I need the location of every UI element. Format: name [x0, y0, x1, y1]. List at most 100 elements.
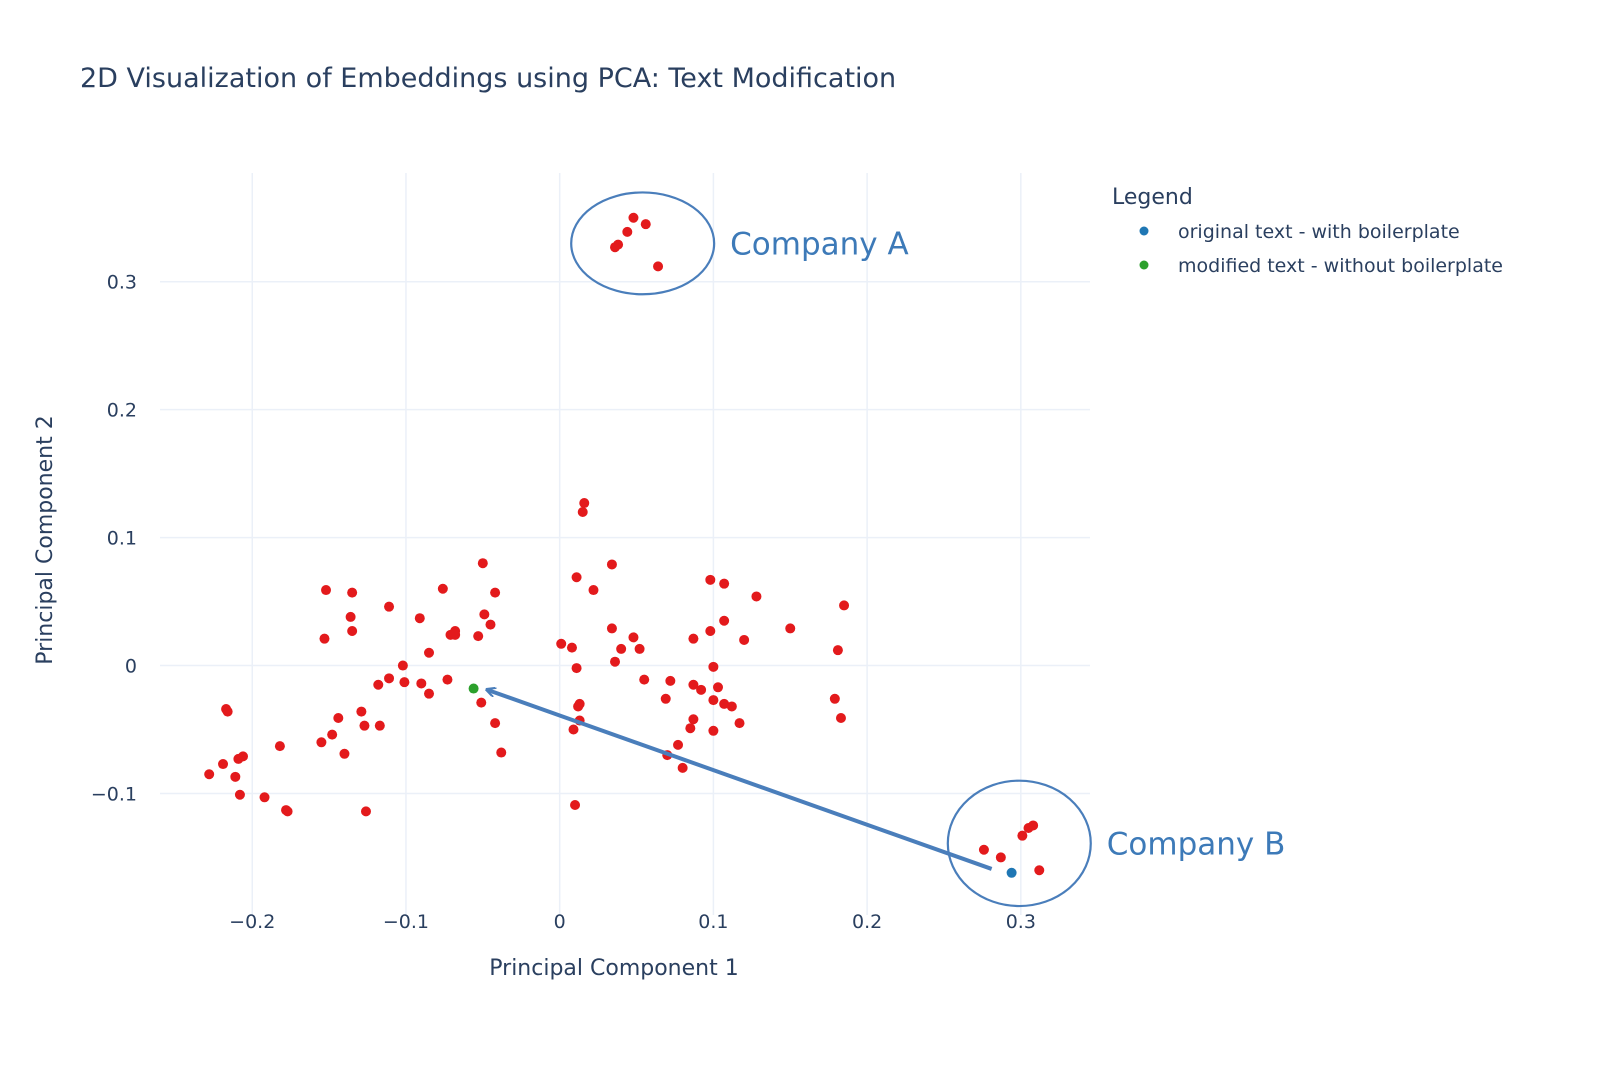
- data-point[interactable]: [399, 677, 410, 688]
- data-point[interactable]: [437, 583, 448, 594]
- data-point[interactable]: [359, 720, 370, 731]
- data-point[interactable]: [1034, 865, 1045, 876]
- data-point[interactable]: [713, 682, 723, 693]
- data-point[interactable]: [424, 688, 435, 699]
- data-point[interactable]: [639, 674, 650, 685]
- data-point[interactable]: [319, 633, 330, 644]
- data-point[interactable]: [476, 697, 487, 708]
- data-point[interactable]: [490, 718, 501, 729]
- data-point[interactable]: [414, 613, 425, 624]
- data-point[interactable]: [490, 587, 501, 598]
- data-point[interactable]: [321, 585, 332, 596]
- data-point[interactable]: [397, 660, 408, 671]
- data-point[interactable]: [424, 647, 435, 658]
- data-point[interactable]: [566, 642, 577, 653]
- data-point[interactable]: [995, 852, 1006, 863]
- data-point[interactable]: [477, 558, 488, 569]
- data-point[interactable]: [622, 226, 633, 237]
- data-point[interactable]: [1023, 823, 1034, 834]
- data-point[interactable]: [327, 729, 338, 740]
- data-point-original[interactable]: [1006, 867, 1017, 878]
- data-point[interactable]: [316, 737, 327, 748]
- data-point[interactable]: [282, 806, 293, 817]
- data-point[interactable]: [374, 720, 385, 731]
- data-point[interactable]: [839, 600, 850, 611]
- data-point[interactable]: [485, 619, 496, 630]
- data-point[interactable]: [339, 748, 350, 759]
- data-point[interactable]: [1017, 830, 1028, 841]
- data-point[interactable]: [673, 739, 684, 750]
- data-point[interactable]: [588, 585, 599, 596]
- data-point[interactable]: [665, 675, 676, 686]
- data-point[interactable]: [204, 769, 215, 780]
- data-point[interactable]: [234, 789, 245, 800]
- data-point[interactable]: [230, 771, 241, 782]
- data-point[interactable]: [708, 695, 719, 706]
- data-point[interactable]: [719, 578, 730, 589]
- data-point[interactable]: [688, 714, 699, 725]
- data-point[interactable]: [450, 629, 461, 640]
- data-point[interactable]: [696, 684, 707, 695]
- data-point[interactable]: [479, 609, 490, 620]
- data-point[interactable]: [606, 623, 617, 634]
- data-point[interactable]: [259, 792, 270, 803]
- data-point[interactable]: [222, 706, 233, 717]
- legend-marker-modified[interactable]: [1139, 260, 1149, 270]
- data-point[interactable]: [719, 615, 730, 626]
- data-point[interactable]: [347, 625, 358, 636]
- data-point[interactable]: [416, 678, 427, 689]
- data-point[interactable]: [360, 806, 371, 817]
- data-point[interactable]: [496, 747, 507, 758]
- data-point[interactable]: [978, 844, 989, 855]
- data-point[interactable]: [705, 625, 716, 636]
- data-point[interactable]: [829, 693, 840, 704]
- data-point[interactable]: [751, 591, 762, 602]
- data-point[interactable]: [577, 507, 588, 518]
- data-point[interactable]: [685, 723, 696, 734]
- data-point[interactable]: [345, 611, 356, 622]
- data-point[interactable]: [628, 632, 639, 643]
- data-point[interactable]: [473, 631, 484, 642]
- data-point[interactable]: [785, 623, 796, 634]
- data-point[interactable]: [333, 712, 344, 723]
- data-point[interactable]: [568, 724, 579, 735]
- data-point[interactable]: [653, 261, 664, 272]
- data-point[interactable]: [734, 718, 745, 729]
- data-point[interactable]: [628, 212, 639, 223]
- data-point[interactable]: [616, 643, 627, 654]
- data-point[interactable]: [634, 643, 645, 654]
- data-point[interactable]: [640, 219, 651, 230]
- data-point-modified[interactable]: [468, 683, 479, 694]
- data-point[interactable]: [610, 656, 621, 667]
- data-point[interactable]: [726, 701, 737, 712]
- data-point[interactable]: [688, 633, 699, 644]
- data-point[interactable]: [570, 799, 581, 810]
- data-point[interactable]: [373, 679, 384, 690]
- data-point[interactable]: [606, 559, 617, 570]
- legend-label-original[interactable]: original text - with boilerplate: [1178, 221, 1460, 243]
- data-point[interactable]: [233, 753, 244, 764]
- data-point[interactable]: [356, 706, 367, 717]
- legend-label-modified[interactable]: modified text - without boilerplate: [1178, 255, 1503, 277]
- data-point[interactable]: [660, 693, 671, 704]
- data-point[interactable]: [274, 741, 285, 752]
- data-point[interactable]: [832, 645, 843, 656]
- data-point[interactable]: [218, 759, 229, 770]
- legend-marker-original[interactable]: [1139, 226, 1149, 236]
- data-point[interactable]: [610, 242, 621, 253]
- data-point[interactable]: [442, 674, 453, 685]
- data-point[interactable]: [579, 498, 590, 509]
- data-point[interactable]: [708, 661, 719, 672]
- data-point[interactable]: [571, 663, 582, 674]
- data-point[interactable]: [571, 572, 582, 583]
- data-point[interactable]: [739, 634, 750, 645]
- data-point[interactable]: [573, 701, 584, 712]
- data-point[interactable]: [556, 638, 567, 649]
- data-point[interactable]: [708, 725, 719, 736]
- data-point[interactable]: [384, 673, 395, 684]
- data-point[interactable]: [347, 587, 358, 598]
- data-point[interactable]: [719, 698, 730, 709]
- data-point[interactable]: [688, 679, 699, 690]
- data-point[interactable]: [705, 574, 716, 585]
- data-point[interactable]: [835, 712, 846, 723]
